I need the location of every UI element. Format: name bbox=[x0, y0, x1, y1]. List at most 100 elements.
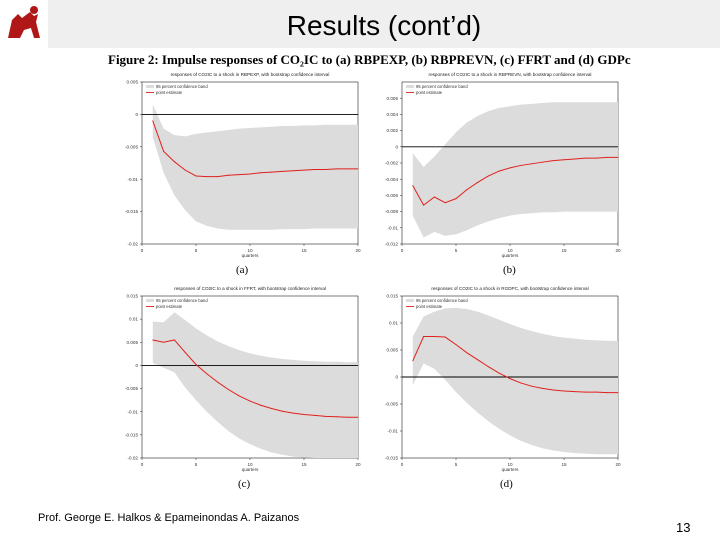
panel-label-a: (a) bbox=[236, 264, 249, 276]
data-point bbox=[173, 339, 175, 341]
data-point bbox=[335, 168, 337, 170]
chart-panel-c: responses of CO2IC to a shock in FFRT, w… bbox=[108, 282, 368, 472]
y-tick-label: -0.012 bbox=[385, 242, 398, 247]
data-point bbox=[227, 388, 229, 390]
legend-entry-band: 95 percent confidence band bbox=[156, 298, 208, 303]
data-point bbox=[433, 336, 435, 337]
legend-swatch-band bbox=[146, 299, 154, 302]
x-axis-label: quarters bbox=[242, 253, 260, 258]
data-point bbox=[552, 160, 554, 162]
data-point bbox=[455, 198, 457, 200]
y-tick-label: 0.006 bbox=[387, 96, 399, 101]
y-tick-label: -0.008 bbox=[385, 209, 398, 214]
y-tick-label: -0.02 bbox=[128, 242, 139, 247]
data-point bbox=[217, 176, 219, 178]
x-tick-label: 10 bbox=[247, 462, 253, 467]
data-point bbox=[325, 415, 327, 417]
data-point bbox=[357, 168, 359, 170]
legend-swatch-band bbox=[406, 299, 414, 302]
point-estimate-line bbox=[412, 156, 618, 206]
data-point bbox=[346, 168, 348, 170]
data-point bbox=[292, 412, 294, 414]
y-tick-label: -0.01 bbox=[128, 177, 139, 182]
data-point bbox=[152, 120, 154, 122]
data-point bbox=[163, 150, 165, 152]
data-point bbox=[455, 344, 457, 346]
y-tick-label: 0 bbox=[135, 112, 138, 117]
data-point bbox=[563, 390, 565, 392]
y-tick-label: 0.004 bbox=[387, 112, 399, 117]
data-point bbox=[173, 161, 175, 163]
data-point bbox=[531, 163, 533, 165]
data-point bbox=[423, 336, 425, 337]
data-point bbox=[563, 159, 565, 161]
panel-label-b: (b) bbox=[503, 264, 516, 276]
data-point bbox=[477, 359, 479, 361]
confidence-band bbox=[152, 104, 358, 230]
legend-swatch-band bbox=[146, 85, 154, 88]
data-point bbox=[281, 170, 283, 172]
data-point bbox=[271, 407, 273, 409]
data-point bbox=[520, 164, 522, 166]
x-tick-label: 15 bbox=[301, 462, 307, 467]
x-tick-label: 5 bbox=[455, 248, 458, 253]
x-tick-label: 5 bbox=[195, 462, 198, 467]
point-estimate-line bbox=[412, 336, 618, 394]
data-point bbox=[249, 173, 251, 175]
data-point bbox=[444, 202, 446, 204]
data-point bbox=[227, 174, 229, 176]
data-point bbox=[574, 391, 576, 393]
legend-entry-line: point estimate bbox=[416, 90, 443, 95]
y-tick-label: 0 bbox=[395, 375, 398, 380]
chart-title: responses of CO2IC to a shock in RGDPC, … bbox=[431, 286, 588, 291]
data-point bbox=[466, 189, 468, 191]
figure-caption-prefix: Figure 2: bbox=[108, 52, 159, 67]
data-point bbox=[585, 391, 587, 393]
data-point bbox=[412, 185, 414, 187]
data-point bbox=[466, 352, 468, 354]
legend-entry-band: 95 percent confidence band bbox=[416, 84, 468, 89]
data-point bbox=[238, 174, 240, 176]
data-point bbox=[498, 372, 500, 374]
data-point bbox=[271, 171, 273, 173]
y-tick-label: -0.015 bbox=[125, 432, 138, 437]
data-point bbox=[303, 413, 305, 415]
y-tick-label: -0.005 bbox=[385, 402, 398, 407]
data-point bbox=[184, 351, 186, 353]
data-point bbox=[477, 181, 479, 183]
y-tick-label: 0.005 bbox=[387, 348, 399, 353]
data-point bbox=[520, 382, 522, 384]
x-tick-label: 15 bbox=[561, 462, 567, 467]
x-tick-label: 20 bbox=[615, 248, 621, 253]
page-number: 13 bbox=[676, 520, 691, 535]
point-estimate-line bbox=[152, 120, 358, 178]
data-point bbox=[357, 416, 359, 418]
title-bar bbox=[48, 0, 720, 48]
x-tick-label: 0 bbox=[401, 248, 404, 253]
y-tick-label: -0.01 bbox=[388, 429, 399, 434]
y-tick-label: -0.01 bbox=[128, 409, 139, 414]
x-tick-label: 5 bbox=[455, 462, 458, 467]
data-point bbox=[249, 400, 251, 402]
y-tick-label: -0.01 bbox=[388, 225, 399, 230]
data-point bbox=[314, 414, 316, 416]
slide-title: Results (cont’d) bbox=[286, 10, 482, 41]
y-tick-label: -0.005 bbox=[125, 144, 138, 149]
x-axis-label: quarters bbox=[242, 467, 260, 472]
legend-entry-band: 95 percent confidence band bbox=[156, 84, 208, 89]
y-tick-label: 0.015 bbox=[127, 294, 139, 299]
x-axis-label: quarters bbox=[502, 253, 520, 258]
y-tick-label: 0.005 bbox=[127, 80, 139, 85]
x-tick-label: 0 bbox=[401, 462, 404, 467]
legend-swatch-band bbox=[406, 85, 414, 88]
y-tick-label: -0.005 bbox=[125, 386, 138, 391]
figure-caption-text: Impulse responses of CO₂IC to (a) RBPEXP… bbox=[161, 52, 631, 67]
data-point bbox=[206, 373, 208, 375]
data-point bbox=[195, 175, 197, 177]
data-point bbox=[498, 170, 500, 172]
data-point bbox=[206, 176, 208, 178]
figure-caption: Figure 2: Impulse responses of CO₂IC to … bbox=[108, 52, 631, 68]
data-point bbox=[163, 341, 165, 343]
legend-entry-line: point estimate bbox=[156, 90, 183, 95]
x-tick-label: 10 bbox=[507, 248, 513, 253]
